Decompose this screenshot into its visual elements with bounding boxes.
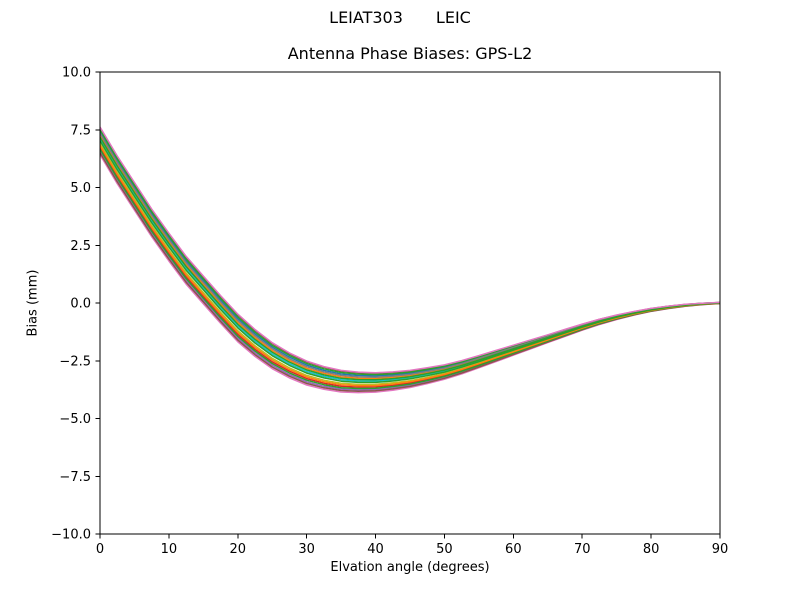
- x-tick-label: 40: [367, 542, 384, 557]
- bias-curve: [100, 133, 720, 378]
- x-tick-label: 80: [643, 542, 660, 557]
- bias-curve: [100, 134, 720, 380]
- antenna-name: LEIAT303: [329, 8, 403, 27]
- x-tick-label: 10: [161, 542, 178, 557]
- y-tick-label: 7.5: [70, 123, 91, 138]
- figure-suptitle: LEIAT303 LEIC: [0, 8, 800, 28]
- x-axis-label: Elvation angle (degrees): [330, 560, 490, 575]
- x-tick-label: 20: [230, 542, 247, 557]
- station-name: LEIC: [435, 8, 471, 27]
- x-tick-label: 90: [712, 542, 729, 557]
- y-tick-label: 5.0: [70, 181, 91, 196]
- bias-curve: [100, 127, 720, 375]
- y-tick-label: −5.0: [59, 412, 91, 427]
- y-axis-label: Bias (mm): [25, 269, 41, 337]
- axes-spines: [99, 71, 721, 535]
- bias-curve: [100, 126, 720, 374]
- bias-curve: [100, 140, 720, 384]
- bias-curve: [100, 129, 720, 376]
- x-tick-label: 50: [436, 542, 453, 557]
- bias-curve: [100, 131, 720, 377]
- y-tick-label: 2.5: [70, 239, 91, 254]
- bias-curve: [100, 145, 720, 387]
- bias-curve: [100, 138, 720, 382]
- x-tick-label: 30: [298, 542, 315, 557]
- x-tick-label: 70: [574, 542, 591, 557]
- bias-curve: [100, 136, 720, 381]
- axes-title: Antenna Phase Biases: GPS-L2: [287, 44, 533, 63]
- x-tick-label: 0: [96, 542, 104, 557]
- y-tick-label: −2.5: [59, 354, 91, 369]
- y-tick-label: −10.0: [51, 528, 91, 543]
- y-tick-label: −7.5: [59, 470, 91, 485]
- y-tick-label: 10.0: [62, 66, 91, 81]
- x-tick-label: 60: [505, 542, 522, 557]
- y-tick-label: 0.0: [70, 297, 91, 312]
